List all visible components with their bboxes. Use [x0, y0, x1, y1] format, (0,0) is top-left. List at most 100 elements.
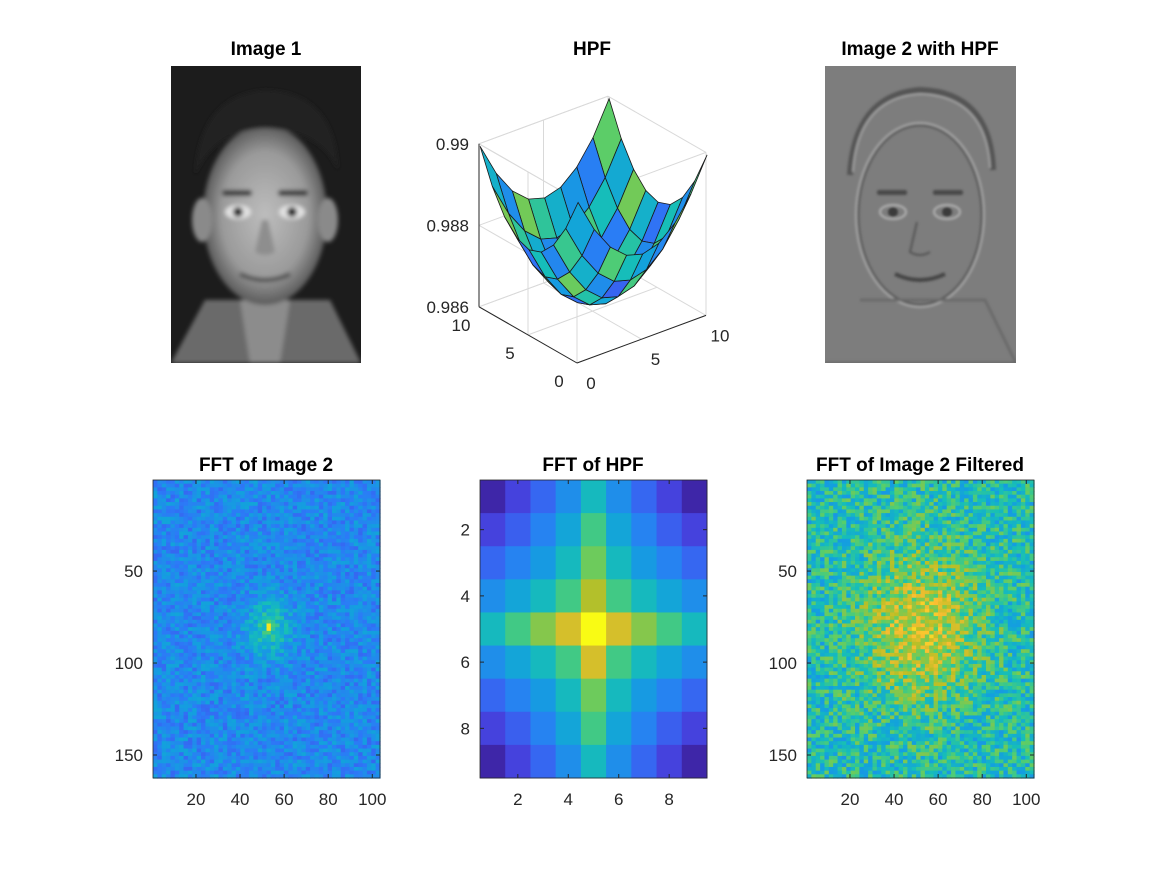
panel-image1: Image 1 [171, 39, 361, 363]
fft-hpf-cell [530, 513, 557, 547]
fft-hpf-cell [631, 480, 658, 514]
fft-hpf-x-tick-label: 2 [513, 790, 522, 809]
fft-hpf-cell [606, 744, 632, 779]
fft-hpf-cell [530, 546, 557, 580]
panel-fft-hpf: FFT of HPF 2 4 6 8 2 4 6 8 [461, 455, 708, 809]
fft-hpf-cell [505, 546, 531, 580]
hpf-z-tick-label: 0.986 [426, 298, 469, 317]
hpf-x-tick-label: 5 [651, 350, 660, 369]
fft-hpf-cell [505, 711, 531, 746]
fft-hpf-cell [681, 744, 708, 779]
fft-hpf-cell [681, 678, 708, 713]
fft-hpf-cell [631, 579, 658, 613]
tick-fft3-map-x-tick-label: 100 [1012, 790, 1040, 809]
fft-hpf-cell [530, 645, 557, 680]
panel-title-fft-hpf: FFT of HPF [542, 455, 643, 476]
fft-hpf-cell [606, 711, 632, 746]
fft-hpf-cell [580, 612, 607, 647]
fft-image2-heatmap [152, 479, 381, 779]
fft-hpf-cell [681, 546, 708, 580]
panel-title-image1: Image 1 [231, 39, 302, 60]
fft-hpf-axes: 2 4 6 8 2 4 6 8 [461, 480, 707, 809]
tick-fft3-map-x-tick-label: 20 [841, 790, 860, 809]
fft-hpf-cell [631, 744, 658, 779]
fft-hpf-cell [606, 546, 632, 580]
fft-hpf-cell [631, 711, 658, 746]
fft-image2-axes: 20 40 60 80 100 50 100 150 [115, 480, 386, 809]
fft-hpf-cell [656, 645, 683, 680]
fft-hpf-x-tick-label: 8 [664, 790, 673, 809]
fft-hpf-cell [555, 480, 582, 514]
fft-hpf-cell [505, 480, 531, 514]
tick-fft3-map-y-tick-label: 100 [769, 654, 797, 673]
tick-fft3-map-x-tick-label: 40 [885, 790, 904, 809]
panel-title-hpf: HPF [573, 39, 611, 60]
hpf-x-tick-label: 10 [711, 326, 730, 345]
fft-hpf-cell [580, 480, 607, 514]
fft-hpf-cell [656, 480, 683, 514]
fft-hpf-cell [505, 612, 531, 647]
fft-hpf-cell [656, 546, 683, 580]
fft-hpf-cell [480, 678, 506, 713]
fft-hpf-cell [530, 480, 557, 514]
fft-hpf-cell [555, 678, 582, 713]
fft-hpf-cell [580, 645, 607, 680]
tick-fft1-map-y-tick-label: 50 [124, 562, 143, 581]
fft-filtered-heatmap [806, 479, 1035, 779]
tick-fft3-map-y-tick-label: 150 [769, 746, 797, 765]
panel-title-image2: Image 2 with HPF [841, 39, 998, 60]
fft-hpf-cell [505, 579, 531, 613]
fft-hpf-cell [631, 678, 658, 713]
face-photo-image2-filtered [825, 66, 1016, 363]
fft-hpf-cell [606, 579, 632, 613]
fft-hpf-cell [606, 612, 632, 647]
hpf-y-tick-label: 10 [452, 316, 471, 335]
fft-hpf-cell [606, 513, 632, 547]
tick-fft1-map-y-tick-label: 150 [115, 746, 143, 765]
face-photo-image1 [171, 66, 361, 363]
fft-hpf-x-tick-label: 4 [564, 790, 573, 809]
fft-hpf-cell [505, 513, 531, 547]
fft-hpf-y-tick-label: 2 [461, 521, 470, 540]
fft-filtered-axes: 20 40 60 80 100 50 100 150 [769, 480, 1040, 809]
fft-hpf-cell [555, 579, 582, 613]
fft-hpf-cell [555, 744, 582, 779]
tick-fft1-map-x-tick-label: 80 [319, 790, 338, 809]
fft-hpf-cell [656, 711, 683, 746]
fft-hpf-cell [555, 612, 582, 647]
fft-hpf-cell [480, 513, 506, 547]
fft-hpf-cell [480, 612, 506, 647]
fft-hpf-cell [631, 513, 658, 547]
tick-fft3-map-y-tick-label: 50 [778, 562, 797, 581]
fft-hpf-cell [480, 480, 506, 514]
fft-hpf-x-tick-label: 6 [614, 790, 623, 809]
fft-hpf-cell [580, 579, 607, 613]
fft-hpf-cell [505, 678, 531, 713]
fft-hpf-cell [530, 744, 557, 779]
tick-fft1-map-y-tick-label: 100 [115, 654, 143, 673]
tick-fft1-map-x-tick-label: 20 [187, 790, 206, 809]
fft-hpf-cell [580, 744, 607, 779]
fft-hpf-cell [530, 678, 557, 713]
panel-fft-filtered: FFT of Image 2 Filtered 20 40 60 80 100 50 100… [769, 455, 1041, 809]
fft-hpf-heatmap [479, 479, 708, 779]
fft-hpf-cell [480, 546, 506, 580]
panel-title-fft-filtered: FFT of Image 2 Filtered [816, 455, 1024, 476]
fft-hpf-cell [480, 645, 506, 680]
fft-hpf-cell [656, 513, 683, 547]
hpf-surface-face [565, 201, 595, 257]
panel-image2: Image 2 with HPF [825, 39, 1016, 363]
fft-hpf-cell [480, 744, 506, 779]
fft-hpf-cell [631, 612, 658, 647]
fft-hpf-cell [681, 612, 708, 647]
fft-hpf-y-tick-label: 6 [461, 653, 470, 672]
tick-fft1-map-x-tick-label: 60 [275, 790, 294, 809]
fft-hpf-cell [555, 645, 582, 680]
hpf-z-tick-label: 0.988 [426, 216, 469, 235]
hpf-z-tick-label: 0.99 [436, 135, 469, 154]
fft-hpf-cell [631, 645, 658, 680]
fft-hpf-cell [580, 678, 607, 713]
fft-hpf-cell [505, 744, 531, 779]
tick-fft3-map-x-tick-label: 60 [929, 790, 948, 809]
